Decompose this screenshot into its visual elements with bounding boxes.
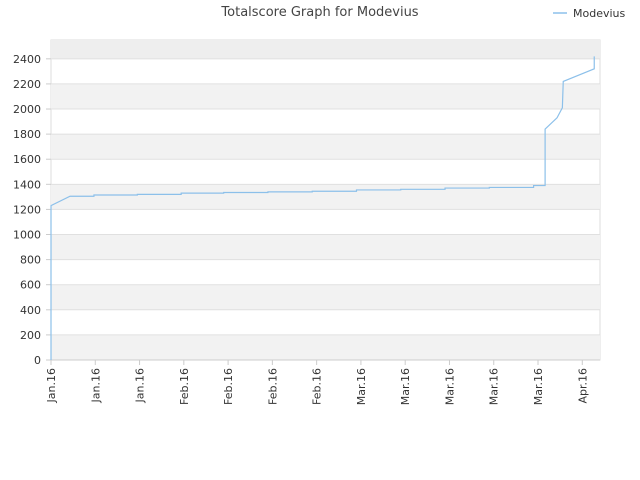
line-series [50,56,595,360]
x-tick-label: Mar.16 [488,368,501,405]
x-tick-label: Mar.16 [355,368,368,405]
y-tick-label: 2400 [13,53,41,66]
x-tick-label: Apr.16 [576,368,589,404]
y-tick-label: 200 [20,329,41,342]
x-tick-label: Jan.16 [89,368,102,403]
y-tick-label: 0 [34,354,41,367]
x-tick-label: Jan.16 [45,368,58,403]
legend-label: Modevius [573,7,626,20]
y-tick-label: 600 [20,279,41,292]
grid-band [51,83,600,110]
y-tick-label: 2000 [13,103,41,116]
y-tick-label: 1800 [13,128,41,141]
grid-band [51,284,600,310]
x-tick-label: Feb.16 [178,368,191,405]
y-tick-label: 1000 [13,229,41,242]
grid-band [51,234,600,260]
grid-band [51,134,600,160]
y-tick-label: 1600 [13,153,41,166]
x-tick-label: Mar.16 [532,368,545,405]
x-tick-label: Feb.16 [266,368,279,405]
y-tick-label: 1400 [13,178,41,191]
y-tick-label: 1200 [13,203,41,216]
x-tick-label: Jan.16 [134,368,147,403]
x-tick-label: Feb.16 [222,368,235,405]
grid-band [51,184,600,210]
x-tick-label: Feb.16 [311,368,324,405]
y-tick-label: 800 [20,254,41,267]
y-tick-label: 400 [20,304,41,317]
y-tick-label: 2200 [13,78,41,91]
chart-title: Totalscore Graph for Modevius [220,5,418,20]
x-tick-label: Mar.16 [399,368,412,405]
grid-band [51,334,600,360]
x-tick-label: Mar.16 [443,368,456,405]
grid-band [51,40,600,59]
